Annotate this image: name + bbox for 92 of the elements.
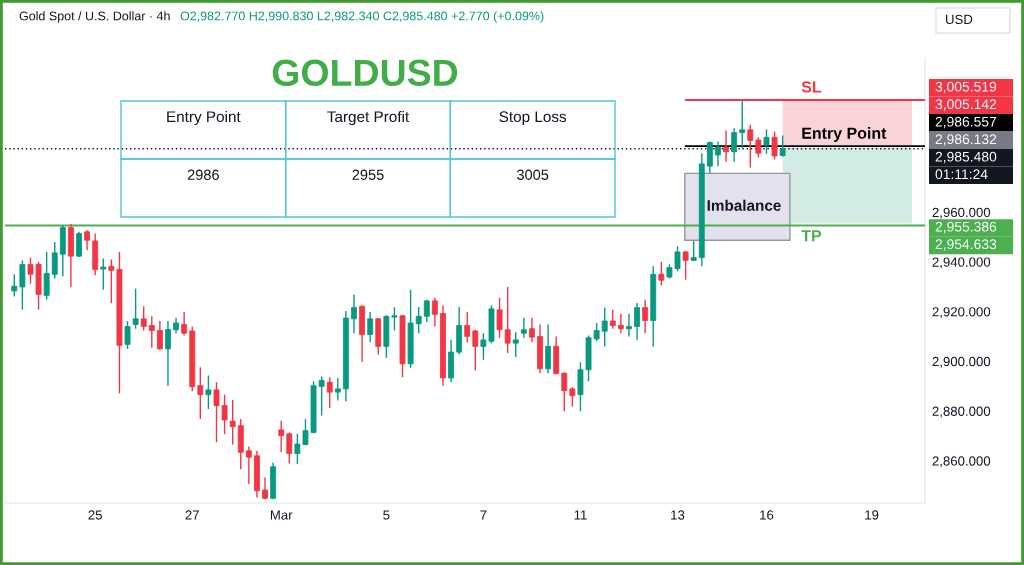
- text: USD: [946, 14, 973, 25]
- y-tick-label: 2,920.000: [932, 307, 991, 319]
- candlestick: [731, 127, 738, 163]
- candlestick: [132, 288, 139, 330]
- candlestick: [464, 311, 471, 343]
- candlestick: [205, 374, 212, 410]
- candlestick: [76, 231, 82, 258]
- candlestick: [723, 129, 729, 163]
- candlestick: [609, 309, 616, 330]
- candlestick: [617, 313, 624, 334]
- text: 3,005.519: [935, 81, 997, 94]
- x-tick-label: 7: [480, 510, 487, 520]
- candlestick: [51, 241, 58, 280]
- ref-line-label: TP: [801, 230, 822, 242]
- text: 3,005.142: [935, 99, 997, 111]
- text: 2,986.557: [935, 116, 997, 129]
- candlestick: [690, 240, 697, 262]
- candlestick: [561, 371, 568, 412]
- annotation: Stop Loss: [499, 111, 567, 126]
- chart-title: GOLDUSD: [272, 59, 458, 87]
- text: 2,954.633: [935, 239, 997, 251]
- candlestick: [100, 257, 107, 291]
- candlestick: [626, 313, 632, 338]
- candlestick: [601, 306, 608, 348]
- text: 2,955.386: [935, 221, 997, 234]
- candlestick: [165, 320, 171, 387]
- x-tick-label: 5: [383, 510, 390, 520]
- candlestick: [326, 376, 333, 409]
- y-tick-label: 2,960.000: [932, 207, 991, 219]
- candlestick: [229, 399, 236, 446]
- x-tick-label: 13: [671, 510, 685, 520]
- candlestick: [140, 305, 147, 332]
- text: 2,986.132: [935, 134, 997, 146]
- band-label: Imbalance: [707, 199, 781, 211]
- x-tick-label: 25: [88, 510, 102, 520]
- candlestick: [739, 100, 746, 149]
- candlestick: [472, 329, 479, 372]
- candlestick: [334, 377, 341, 402]
- ref-line-label: SL: [801, 81, 822, 93]
- candlestick: [197, 366, 204, 420]
- candlestick: [431, 296, 438, 328]
- candlestick: [124, 320, 131, 350]
- candlestick: [278, 420, 285, 453]
- candlestick: [779, 134, 786, 158]
- annotation: Entry Point: [167, 110, 241, 126]
- text: 2,985.480: [935, 151, 997, 164]
- x-tick-label: 11: [574, 510, 587, 520]
- candlestick: [520, 317, 527, 339]
- x-tick-label: 27: [185, 510, 199, 520]
- y-tick-label: 2,900.000: [932, 356, 991, 368]
- candlestick: [504, 286, 511, 354]
- candlestick: [545, 323, 552, 374]
- y-tick-label: 2,880.000: [932, 406, 991, 418]
- candlestick: [715, 140, 721, 167]
- candlestick: [706, 140, 713, 175]
- candlestick: [747, 124, 754, 169]
- candlestick: [11, 273, 18, 298]
- candlestick: [529, 317, 535, 343]
- candlestick: [148, 315, 155, 349]
- ref-line-label: Entry Point: [802, 127, 887, 142]
- candlestick: [682, 250, 689, 281]
- text: O2,982.770 H2,990.830 L2,982.340 C2,985.480 +2.770 (+0.09%): [180, 11, 544, 23]
- annotation: 3005: [517, 169, 549, 180]
- candlestick: [19, 259, 26, 311]
- candlestick: [245, 445, 252, 485]
- candlestick: [84, 229, 91, 251]
- candlestick: [569, 386, 576, 408]
- candlestick: [658, 261, 665, 286]
- y-tick-label: 2,860.000: [932, 456, 991, 468]
- annotation: 2986: [187, 169, 219, 180]
- x-tick-label: 19: [865, 510, 879, 520]
- candlestick: [156, 320, 163, 351]
- candlestick: [763, 128, 770, 155]
- candlestick: [642, 298, 649, 334]
- candlestick: [496, 296, 503, 339]
- annotation: Target Profit: [327, 110, 410, 126]
- candlestick: [43, 251, 50, 301]
- x-tick-label: Mar: [270, 510, 293, 520]
- candlestick: [367, 311, 374, 343]
- candlestick: [755, 136, 762, 159]
- candlestick: [512, 331, 519, 358]
- candlestick: [771, 130, 778, 161]
- text: 01:11:24: [935, 169, 988, 180]
- candlestick: [634, 302, 640, 341]
- candlestick: [181, 311, 188, 337]
- candlestick: [351, 293, 357, 334]
- annotation: 2955: [352, 169, 384, 180]
- y-tick-label: 2,940.000: [932, 257, 991, 269]
- chart-subtitle: Gold Spot / U.S. Dollar · 4h: [19, 11, 170, 23]
- candlestick: [286, 431, 293, 465]
- candlestick: [415, 306, 422, 334]
- x-tick-label: 16: [760, 510, 774, 520]
